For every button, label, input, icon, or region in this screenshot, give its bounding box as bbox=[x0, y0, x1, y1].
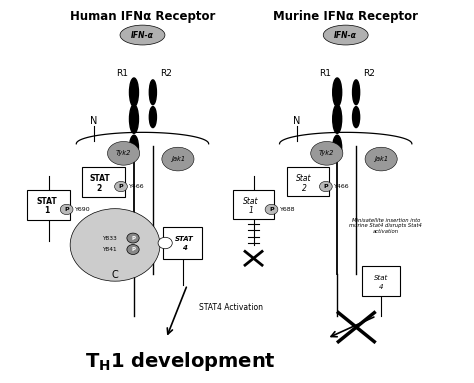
Ellipse shape bbox=[158, 237, 172, 249]
Ellipse shape bbox=[70, 209, 160, 281]
Text: Y833: Y833 bbox=[102, 236, 117, 241]
Ellipse shape bbox=[127, 233, 139, 243]
Ellipse shape bbox=[323, 25, 368, 45]
Ellipse shape bbox=[129, 135, 138, 160]
Text: 4: 4 bbox=[379, 284, 383, 290]
Text: N: N bbox=[90, 116, 98, 126]
FancyBboxPatch shape bbox=[287, 167, 328, 196]
FancyBboxPatch shape bbox=[27, 190, 71, 220]
Ellipse shape bbox=[129, 105, 138, 133]
Ellipse shape bbox=[365, 147, 397, 171]
FancyBboxPatch shape bbox=[82, 167, 125, 197]
Text: 4: 4 bbox=[182, 246, 187, 251]
Ellipse shape bbox=[162, 147, 194, 171]
FancyBboxPatch shape bbox=[163, 227, 202, 259]
Text: 2: 2 bbox=[301, 183, 307, 193]
Text: P: P bbox=[118, 184, 123, 189]
Text: R2: R2 bbox=[160, 69, 172, 78]
Text: STAT: STAT bbox=[175, 236, 194, 242]
Text: Y466: Y466 bbox=[334, 184, 350, 189]
Ellipse shape bbox=[265, 204, 278, 214]
Ellipse shape bbox=[127, 244, 139, 254]
Text: Minisatellite insertion into
murine Stat4 disrupts Stat4
activation: Minisatellite insertion into murine Stat… bbox=[349, 218, 422, 234]
Text: P: P bbox=[64, 207, 69, 212]
Ellipse shape bbox=[60, 204, 73, 214]
Text: Y466: Y466 bbox=[129, 184, 145, 189]
Text: P: P bbox=[131, 247, 135, 252]
Ellipse shape bbox=[108, 141, 140, 165]
Text: Y688: Y688 bbox=[280, 207, 295, 212]
FancyBboxPatch shape bbox=[233, 190, 274, 219]
Ellipse shape bbox=[333, 105, 342, 133]
Ellipse shape bbox=[319, 182, 332, 192]
Ellipse shape bbox=[120, 25, 165, 45]
Text: N: N bbox=[293, 116, 301, 126]
Text: STAT4 Activation: STAT4 Activation bbox=[199, 303, 263, 312]
Text: STAT: STAT bbox=[89, 174, 110, 183]
Text: R1: R1 bbox=[319, 69, 331, 78]
Text: STAT: STAT bbox=[36, 197, 57, 206]
Text: 2: 2 bbox=[97, 183, 102, 193]
Ellipse shape bbox=[333, 78, 342, 106]
Text: P: P bbox=[269, 207, 274, 212]
Text: Y841: Y841 bbox=[102, 247, 117, 252]
Text: C: C bbox=[112, 270, 118, 280]
Text: IFN-α: IFN-α bbox=[131, 31, 154, 39]
Text: Stat: Stat bbox=[374, 275, 388, 281]
Text: Murine IFNα Receptor: Murine IFNα Receptor bbox=[273, 10, 418, 23]
Text: Stat: Stat bbox=[244, 197, 259, 206]
Text: 1: 1 bbox=[249, 206, 254, 216]
Text: Stat: Stat bbox=[296, 174, 312, 183]
Text: Human IFNα Receptor: Human IFNα Receptor bbox=[70, 10, 215, 23]
Ellipse shape bbox=[129, 78, 138, 106]
Ellipse shape bbox=[149, 80, 156, 105]
Text: IFN-α: IFN-α bbox=[334, 31, 357, 39]
Text: P: P bbox=[131, 236, 135, 241]
Ellipse shape bbox=[353, 80, 360, 105]
Ellipse shape bbox=[333, 135, 342, 160]
Ellipse shape bbox=[149, 106, 156, 128]
Text: P: P bbox=[324, 184, 328, 189]
Text: Tyk2: Tyk2 bbox=[116, 151, 131, 156]
Text: Jak1: Jak1 bbox=[374, 156, 388, 162]
Ellipse shape bbox=[115, 182, 128, 192]
Text: Jak1: Jak1 bbox=[171, 156, 185, 162]
Ellipse shape bbox=[311, 141, 343, 165]
FancyBboxPatch shape bbox=[362, 266, 400, 296]
Text: R2: R2 bbox=[363, 69, 375, 78]
Text: Y690: Y690 bbox=[75, 207, 91, 212]
Ellipse shape bbox=[353, 106, 360, 128]
Text: $\mathbf{T_{H}1\ development}$: $\mathbf{T_{H}1\ development}$ bbox=[85, 350, 276, 373]
Text: R1: R1 bbox=[116, 69, 128, 78]
Text: 1: 1 bbox=[44, 206, 49, 216]
Text: Tyk2: Tyk2 bbox=[319, 151, 335, 156]
